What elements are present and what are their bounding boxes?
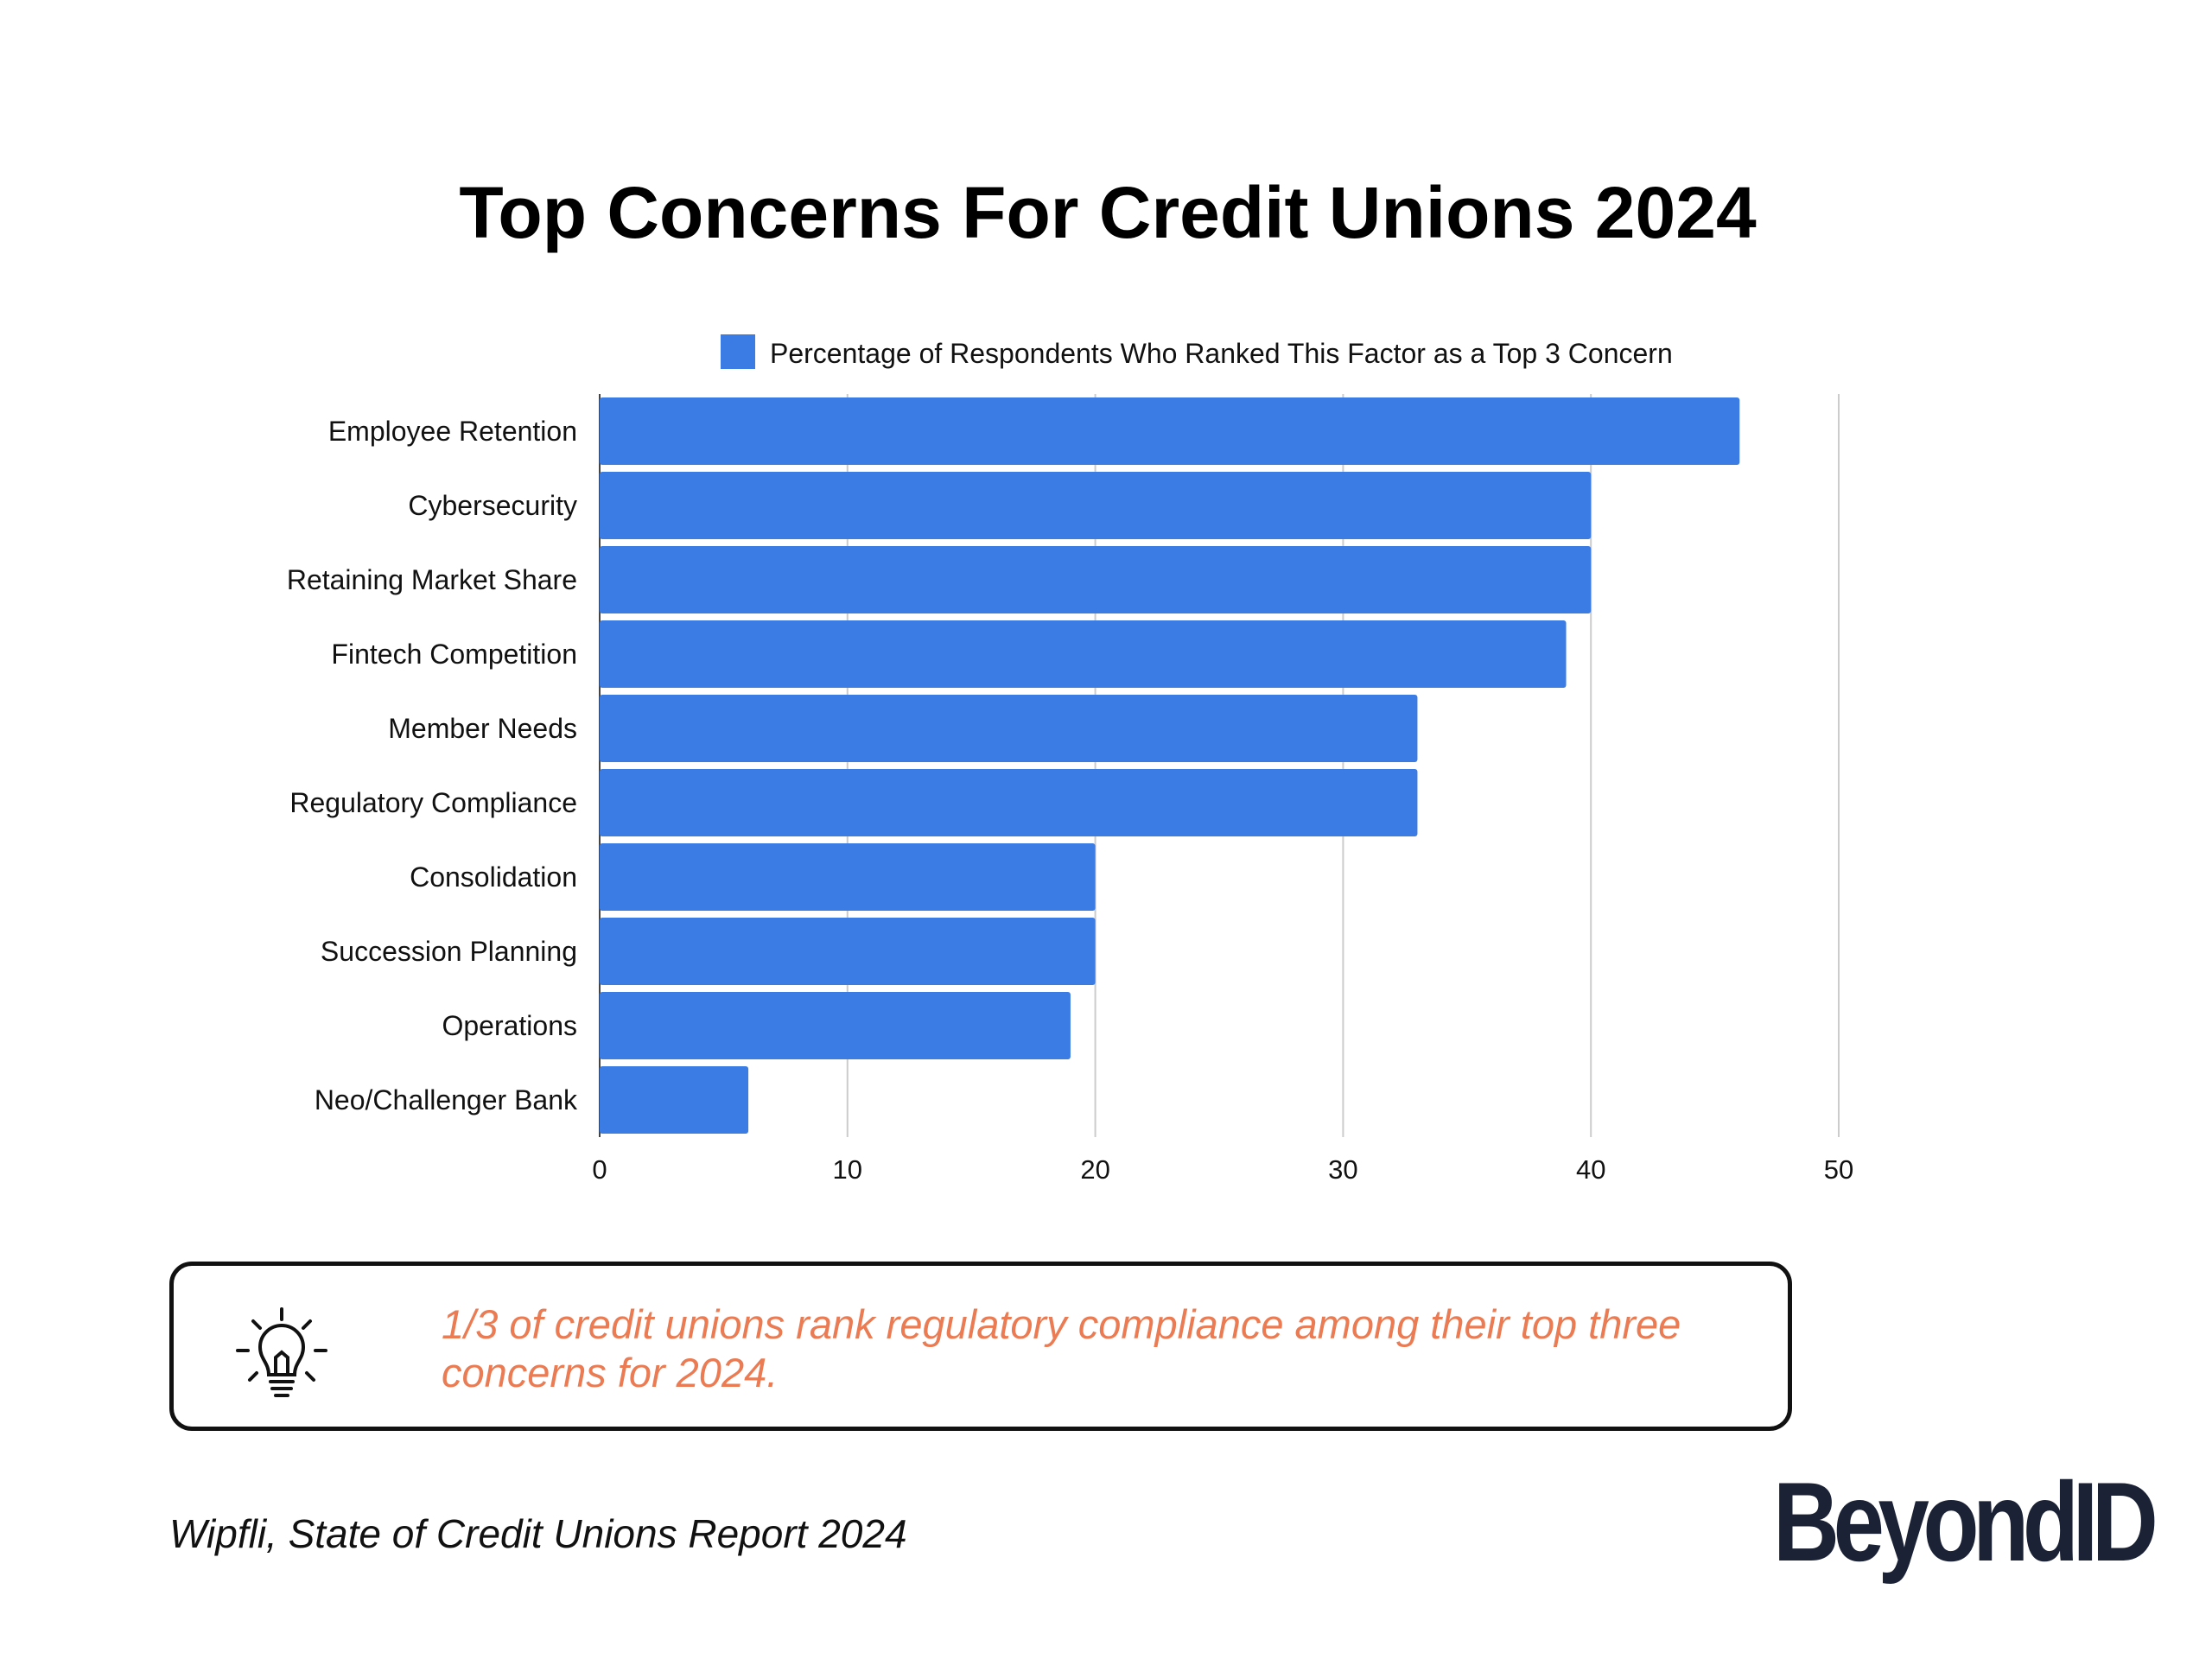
bar (600, 843, 1096, 911)
category-label: Succession Planning (321, 936, 577, 967)
chart: Top Concerns For Credit Unions 2024 Perc… (287, 172, 1853, 1185)
category-label: Employee Retention (328, 416, 577, 447)
bar (600, 1066, 749, 1134)
x-tick-label: 10 (833, 1154, 862, 1185)
bar (600, 472, 1592, 539)
bar (600, 546, 1592, 613)
bar (600, 620, 1567, 688)
x-tick-label: 50 (1824, 1154, 1853, 1185)
bar (600, 397, 1740, 465)
x-tick-label: 40 (1576, 1154, 1605, 1185)
insight-box: 1/3 of credit unions rank regulatory com… (169, 1262, 1792, 1431)
category-label: Consolidation (410, 861, 577, 893)
insight-text: 1/3 of credit unions rank regulatory com… (442, 1301, 1681, 1395)
bar (600, 992, 1071, 1059)
category-labels: Employee Retention Cybersecurity Retaining… (287, 416, 578, 1116)
chart-title: Top Concerns For Credit Unions 2024 (459, 172, 1757, 253)
bars (600, 397, 1740, 1134)
category-label: Regulatory Compliance (289, 787, 577, 818)
beyondid-logo: BeyondID (1773, 1459, 2158, 1585)
legend-swatch (721, 334, 755, 369)
bar (600, 918, 1096, 985)
x-tick-label: 20 (1080, 1154, 1109, 1185)
x-tick-label: 30 (1328, 1154, 1357, 1185)
x-axis-ticks: 0 10 20 30 40 50 (592, 1154, 1853, 1185)
category-label: Neo/Challenger Bank (315, 1084, 578, 1116)
category-label: Operations (442, 1010, 577, 1041)
category-label: Cybersecurity (408, 490, 577, 521)
source-citation: Wipfli, State of Credit Unions Report 20… (169, 1511, 907, 1556)
x-tick-label: 0 (592, 1154, 607, 1185)
lightbulb-icon (236, 1307, 327, 1397)
bar (600, 769, 1418, 836)
category-label: Member Needs (388, 713, 577, 744)
category-label: Retaining Market Share (287, 564, 577, 595)
bar (600, 695, 1418, 762)
legend-label: Percentage of Respondents Who Ranked Thi… (770, 338, 1673, 369)
category-label: Fintech Competition (331, 639, 577, 670)
